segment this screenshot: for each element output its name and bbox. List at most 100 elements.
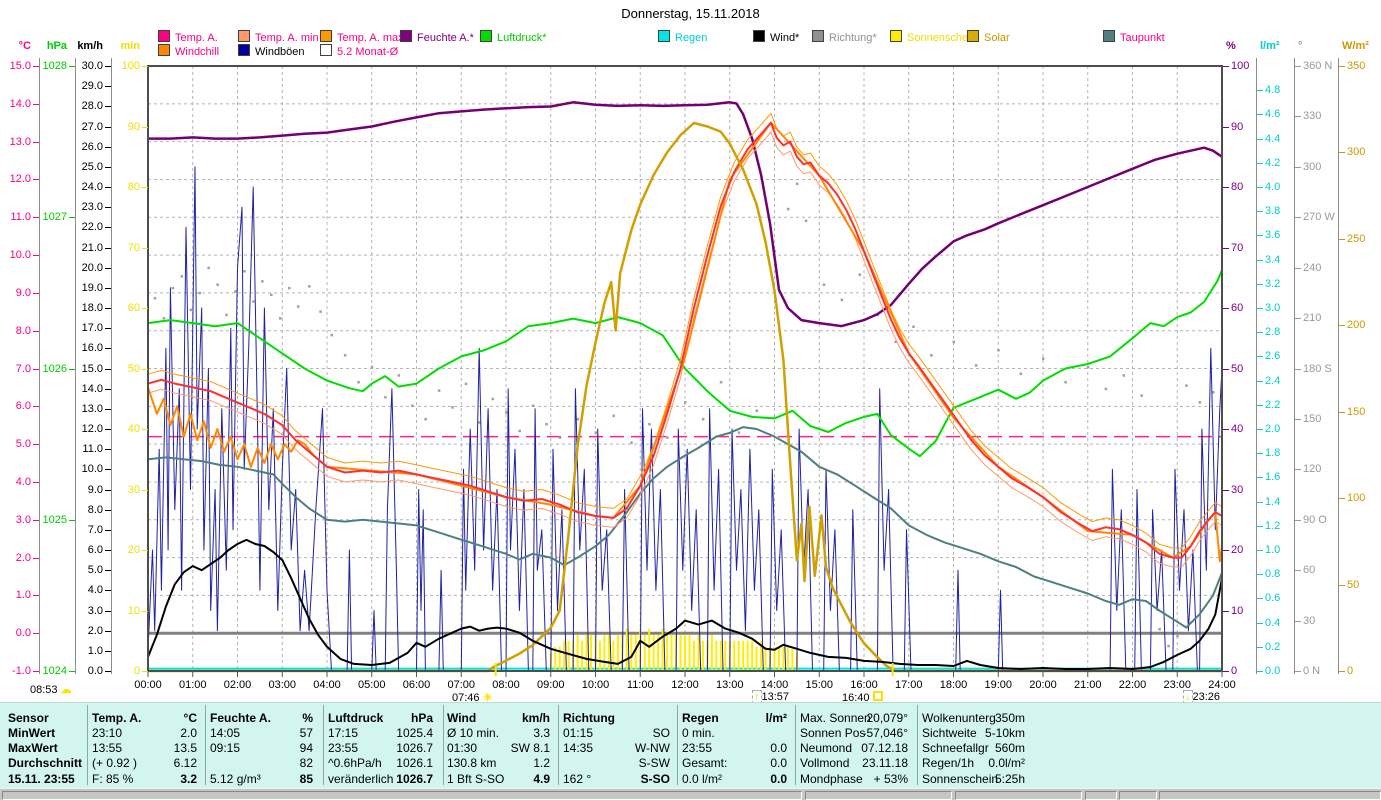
legend-item-windb-en: Windböen [238,44,305,58]
table-cell-label: 23:10 [92,726,123,740]
legend-label: 5.2 Monat-Ø [337,46,399,58]
legend-label: Temp. A. min [255,32,319,44]
axis-tick-wm2 [1339,238,1345,240]
axis-tick-degC [33,255,39,257]
axis-label-degC: 3.0 [15,513,31,526]
series-richtung-dot [755,409,759,413]
axis-label-degC: 4.0 [15,475,31,488]
series-richtung-dot [198,291,201,295]
time-label: 14:00 [760,679,789,691]
axis-tick-hpa [69,368,75,370]
table-cell-value: 82 [299,756,313,770]
time-label: 13:00 [715,679,744,691]
axis-tick-kmh [105,126,111,128]
axis-tick-lm2 [1257,356,1263,358]
status-bar [0,788,1381,800]
axis-label-kmh: 18.0 [81,302,103,314]
arrow-down-icon: ↓ [1183,690,1193,704]
table-cell-label: 1 Bft S-SO [447,772,505,786]
axis-label-lm2: 1.0 [1265,544,1281,556]
axis-label-degC: -1.0 [12,665,31,677]
series-richtung-dot [1064,380,1067,384]
axis-label-pct: 90 [1231,120,1244,133]
legend-item-sonnenschein: Sonnenschein [890,30,977,44]
axis-label-kmh: 0.0 [87,665,103,677]
legend-swatch [890,30,902,42]
axis-label-pct: 50 [1231,362,1244,375]
time-label: 08:00 [492,679,520,691]
axis-tick-kmh [105,469,111,471]
axis-tick-kmh [105,489,111,491]
time-label: 00:00 [134,679,162,691]
legend-item-wind-: Wind* [753,30,799,44]
statusbar-panel [1085,791,1117,800]
axis-tick-kmh [105,449,111,451]
axis-label-wm2: 350 [1347,60,1366,72]
axis-label-deg: 240 [1303,261,1322,274]
series-richtung-dot [1122,374,1126,377]
axis-label-kmh: 21.0 [81,241,103,254]
axis-tick-kmh [105,610,111,612]
series-richtung-dot [180,275,184,278]
table-cell-label: veränderlich [328,772,394,786]
legend-swatch [753,30,765,42]
legend-swatch [320,44,332,56]
table-cell-label: 5.12 g/m³ [210,772,261,786]
axis-unit-hpa: hPa [46,40,67,52]
series-richtung-dot [243,270,246,273]
legend-item-taupunkt: Taupunkt [1103,30,1165,44]
table-cell-value: 0.0 [770,772,787,786]
axis-label-kmh: 5.0 [87,564,103,577]
axis-tick-kmh [105,247,111,249]
table-cell-label: 14:05 [210,726,241,740]
axis-tick-lm2 [1257,429,1263,430]
axis-label-degC: 7.0 [15,362,31,375]
time-label: 23:00 [1163,679,1192,691]
axis-tick-lm2 [1257,501,1263,503]
series-richtung-dot [397,374,401,377]
stats-table: Sensor MinWert MaxWert Durchschnitt 15.11. 2… [0,702,1381,789]
axis-tick-degC [33,481,39,483]
series-richtung-dot [207,266,210,270]
series-richtung-dot [518,429,521,433]
time-label: 11:00 [626,679,654,691]
table-cell-label: MaxWert [8,741,58,755]
annotation-time: 13:57 [761,691,790,703]
table-cell-value: 3.2 [180,772,197,786]
axis-label-lm2: 3.0 [1265,302,1281,314]
axis-tick-degC [33,671,39,672]
series-richtung-dot [1019,372,1023,376]
axis-tick-degC [33,66,39,67]
axis-tick-kmh [105,650,111,652]
axis-label-min: 100 [121,60,140,72]
axis-tick-degC [33,406,39,408]
axis-tick-min [142,610,148,612]
axis-label-wm2: 0 [1347,665,1354,677]
series-richtung-dot [505,411,508,414]
table-cell-label: 14:35 [563,741,594,755]
axis-label-wm2: 250 [1347,232,1366,245]
annotation-time: 23:26 [1192,691,1221,703]
table-cell-label: Wolkenunterg [922,711,996,725]
axis-label-pct: 0 [1231,665,1238,677]
axis-label-min: 30 [127,483,140,496]
time-label: 19:00 [984,679,1013,691]
table-cell-value: + 53% [873,772,908,786]
table-cell-label: 0.0 l/m² [682,772,723,786]
table-cell-value: 1025.4 [396,726,433,740]
axis-tick-kmh [105,630,111,632]
annotation-07-46: 07:46 ☀ [452,691,492,704]
series-richtung-dot [858,273,862,276]
series-richtung-dot [1176,634,1179,638]
axis-label-wm2: 50 [1347,578,1360,591]
series-richtung-dot [261,280,264,283]
series-richtung-dot [1086,365,1090,369]
axis-tick-degC [33,217,39,219]
legend-swatch [158,44,170,56]
legend-item-regen: Regen [658,30,707,44]
time-label: 18:00 [939,679,968,691]
legend-swatch [158,30,170,42]
table-separator [443,705,444,785]
axis-label-deg: 210 [1303,312,1322,325]
legend-label: Temp. A. max [337,32,404,44]
